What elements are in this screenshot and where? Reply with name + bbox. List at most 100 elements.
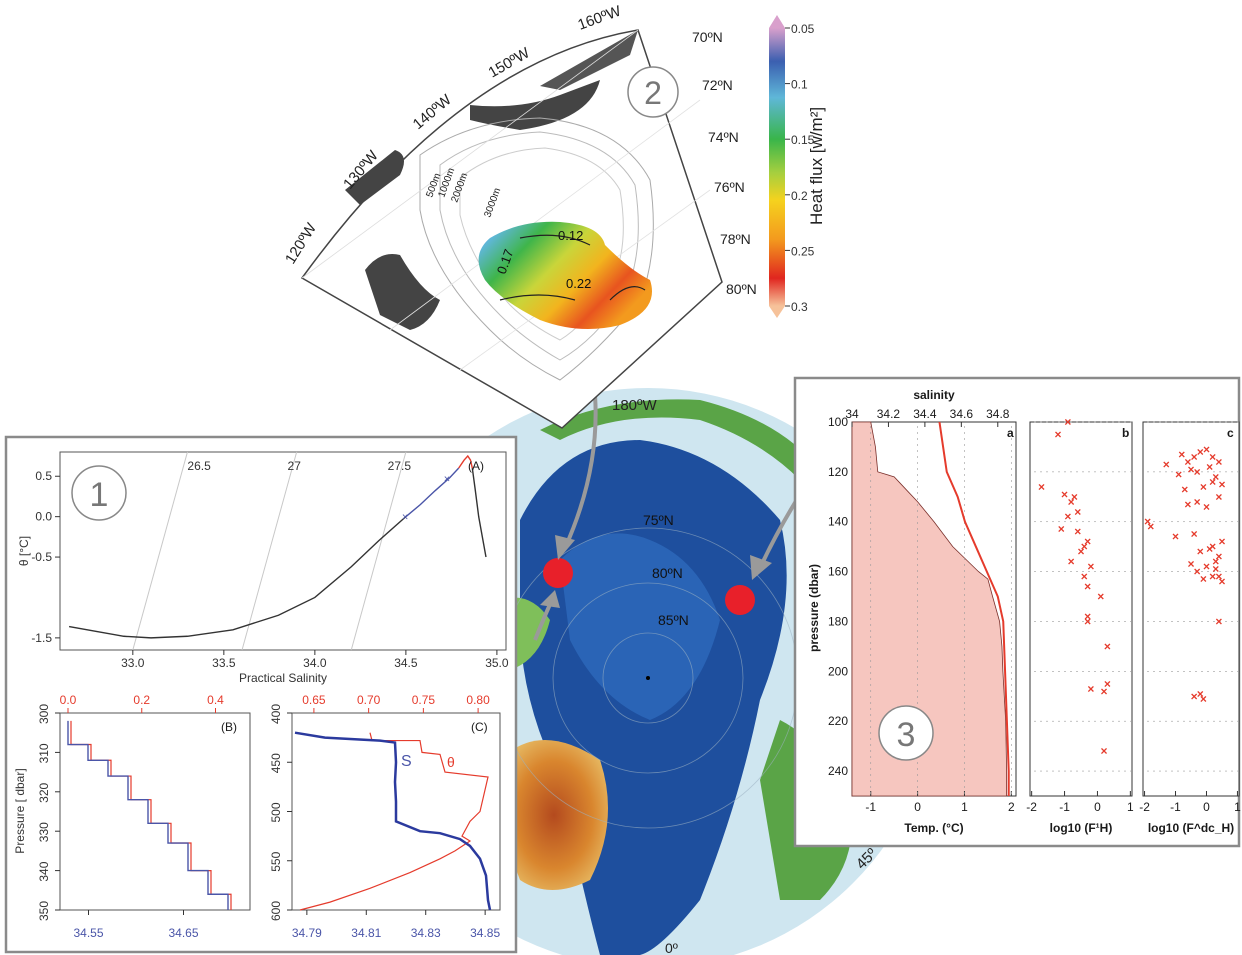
plotB-ytick-label: 320 (37, 782, 51, 802)
badge-2 (627, 66, 679, 118)
plotC-bottom-tick-label: 34.83 (411, 926, 441, 940)
plotC-top-tick-label: 0.75 (412, 693, 436, 707)
contour-022 (609, 286, 646, 301)
map-lon-top: 180ºW (612, 397, 658, 414)
plot3a-xtick-label: 2 (1008, 800, 1015, 814)
plotB-tag: (B) (221, 720, 237, 734)
arrow-head-panel2 (555, 535, 575, 560)
plot3-top-tick-label: 34.2 (877, 407, 901, 421)
plotA-xtick-label: 34.0 (303, 656, 327, 670)
plot3-scatter-point: × (1178, 447, 1185, 461)
arrow-head-panel3 (750, 555, 772, 580)
plot3-ytick-label: 120 (828, 465, 848, 479)
plotA-xtick-label: 35.0 (485, 656, 509, 670)
plot3-sub-xtick-label: -1 (1059, 800, 1070, 814)
plot3c-tag: c (1227, 426, 1234, 440)
plot3-top-tick-label: 34 (845, 407, 859, 421)
plot3-scatter-point: × (1087, 560, 1094, 574)
plotA-isopycnal (241, 451, 298, 651)
plotA-isopycnal (132, 451, 188, 651)
pole-marker (646, 676, 650, 680)
plotA-cross-marker: × (402, 512, 408, 524)
contour-label-012: 0.12 (558, 228, 583, 243)
plot3-sub-xtick-label: -1 (1170, 800, 1181, 814)
plot3-ytick-label: 100 (828, 415, 848, 429)
plot3-scatter-point: × (1064, 415, 1071, 429)
plotB: 300 310 320 330 340 350 0.0 0.2 0.4 34.55 34.65 (37, 693, 232, 940)
plot3a-tag: a (1007, 426, 1014, 440)
plot3-scatter-point: × (1215, 570, 1222, 584)
plotB-theta-line (70, 720, 232, 910)
colorbar-tick-label: 0.1 (791, 78, 808, 92)
plotA-isopycnal-label: 27.5 (388, 459, 412, 473)
plot3-scatter-point: × (1058, 522, 1065, 536)
plot3-scatter-point: × (1074, 505, 1081, 519)
panel1: 26.5 27 27.5 33.0 33.5 34.0 34.5 35.0 0.5 0.0 -0.5… (4, 435, 518, 954)
plot3-sub-xtick-label: -2 (1139, 800, 1150, 814)
plotA-ytick-label: -0.5 (31, 550, 52, 564)
plot3-ytick-label: 180 (828, 614, 848, 628)
colorbar-tick-label: 0.2 (791, 189, 808, 203)
plot3-ytick-label: 220 (828, 714, 848, 728)
plot3-scatter-point: × (1215, 455, 1222, 469)
plotC-bottom-tick-label: 34.81 (351, 926, 381, 940)
map-lon-bottom: 0º (665, 940, 678, 955)
station-dot-left (543, 558, 573, 588)
plotB-ytick-label: 340 (37, 861, 51, 881)
plot3b-tag: b (1122, 426, 1129, 440)
plot3-scatter-point: × (1191, 527, 1198, 541)
plot3-scatter-point: × (1200, 572, 1207, 586)
plot3-scatter-point: × (1215, 490, 1222, 504)
plotB-bottom-tick-label: 34.65 (168, 926, 198, 940)
plot3-scatter-point: × (1172, 530, 1179, 544)
plotA-xtick-label: 33.5 (212, 656, 236, 670)
arrow-panel2 (563, 394, 598, 549)
plot3-scatter-point: × (1144, 515, 1151, 529)
badge-3-label: 3 (897, 716, 916, 754)
plot3-scatter-point: × (1084, 614, 1091, 628)
panel2-map: 0.12 0.17 0.22 500m 1000m 2000m 3000m 16… (282, 2, 757, 429)
plot3-scatter-point: × (1038, 480, 1045, 494)
plot3-scatter-point: × (1181, 482, 1188, 496)
plot3-scatter-point: × (1084, 609, 1091, 623)
plot3-scatter-point: × (1074, 525, 1081, 539)
land-160w (540, 30, 638, 90)
plot3b-frame (1029, 421, 1133, 797)
plot3-scatter-point: × (1197, 445, 1204, 459)
plotA-series-line (471, 468, 487, 558)
plot3-scatter-point: × (1194, 465, 1201, 479)
plot3-scatter-point: × (1209, 540, 1216, 554)
plot3-scatter-point: × (1184, 455, 1191, 469)
plotC-top-tick-label: 0.65 (302, 693, 326, 707)
plotB-ytick-label: 350 (37, 901, 51, 921)
plotC-theta-label: θ (447, 754, 455, 770)
plot3-scatter-point: × (1087, 682, 1094, 696)
plot3-scatter-point: × (1212, 555, 1219, 569)
plot3-top-title: salinity (913, 388, 955, 402)
plot3-scatter-point: × (1191, 689, 1198, 703)
plot3-scatter-point: × (1215, 550, 1222, 564)
plotA-isopycnal-label: 27 (288, 459, 302, 473)
plot3-ytick-label: 240 (828, 764, 848, 778)
plotB-bottom-tick-label: 34.55 (73, 926, 103, 940)
plot3-scatter-point: × (1175, 467, 1182, 481)
plotA-tag: (A) (468, 459, 484, 473)
plot3-scatter-point: × (1101, 684, 1108, 698)
plot3-scatter-point: × (1068, 555, 1075, 569)
plotA-xtick-label: 33.0 (121, 656, 145, 670)
plot3-scatter-point: × (1191, 450, 1198, 464)
colorbar-tick-label: 0.15 (791, 133, 815, 147)
plot3a-temperature-area (851, 421, 1008, 797)
colorbar: Heat flux [w/m²] (769, 15, 826, 318)
lon-label-160w: 160ºW (576, 2, 625, 34)
plotC-top-tick-label: 0.80 (466, 693, 490, 707)
colorbar-tick-label: 0.05 (791, 22, 815, 36)
plot3-scatter-point: × (1081, 540, 1088, 554)
plot3-sub-xtick-label: 0 (1203, 800, 1210, 814)
plot3-scatter-point: × (1187, 557, 1194, 571)
plot3-scatter-point: × (1218, 575, 1225, 589)
plot3-ylabel: pressure (dbar) (807, 564, 821, 652)
